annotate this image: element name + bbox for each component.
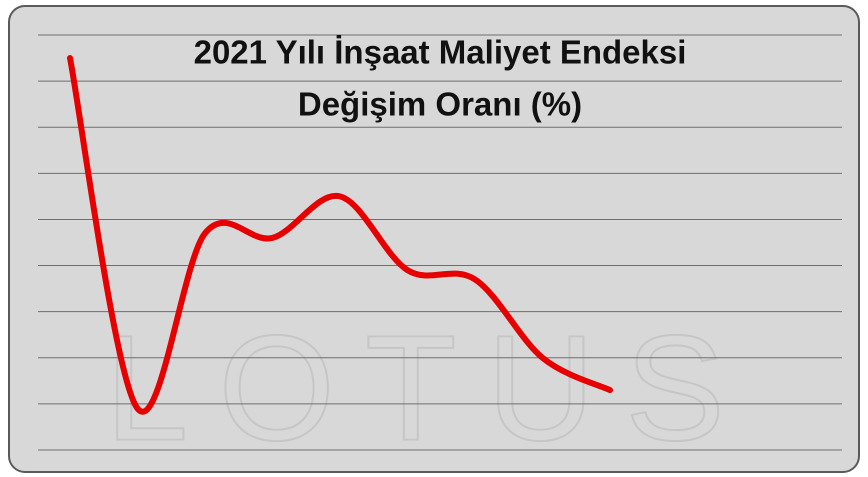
chart-frame xyxy=(8,5,860,473)
grid xyxy=(38,34,842,451)
watermark: LOTUS xyxy=(105,304,755,472)
chart-title: 2021 Yılı İnşaat Maliyet Endeksi xyxy=(194,34,687,71)
chart-title: Değişim Oranı (%) xyxy=(298,86,582,123)
line-series xyxy=(67,55,613,415)
